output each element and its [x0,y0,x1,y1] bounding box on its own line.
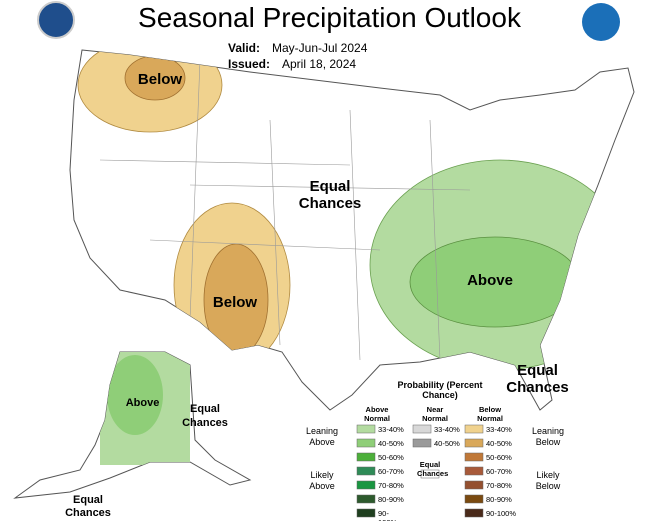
legend-bin: 33-40% [378,425,404,434]
legend-equal: Equal Chances [417,460,449,478]
legend-column: Near Normal [422,405,448,423]
legend-swatch [464,438,484,448]
legend-swatch [356,438,376,448]
legend-bin: 40-50% [378,439,404,448]
issued-label: Issued: [228,57,271,71]
legend-swatch [464,494,484,504]
us-map [69,49,635,411]
map-label: Above [467,272,513,289]
legend-swatch [464,452,484,462]
issued: April 18, 2024 [282,57,357,71]
valid-label: Valid: [228,41,261,55]
legend-side: Likely Above [309,470,335,491]
legend-swatch [420,469,440,479]
legend-bin: 70-80% [378,481,404,490]
map-label: Below [137,71,183,88]
legend-bin: 60-70% [486,467,512,476]
alaska-map [13,351,252,499]
legend-swatch [356,452,376,462]
valid: May-Jun-Jul 2024 [272,41,368,55]
map-label: Below [212,294,258,311]
legend-bin: 33-40% [486,425,512,434]
legend-column: Below Normal [477,405,503,423]
map-label: Equal Chances [298,178,362,212]
legend-bin: 80-90% [486,495,512,504]
legend-bin: 80-90% [378,495,404,504]
legend [356,424,484,518]
legend-bin: 50-60% [378,453,404,462]
doc-logo [37,1,75,39]
legend-bin: 70-80% [486,481,512,490]
legend-bin: 40-50% [434,439,460,448]
noaa-logo [582,3,620,41]
title: Seasonal Precipitation Outlook [138,2,521,33]
legend-side: Leaning Above [305,426,339,447]
legend-side: Likely Below [535,470,561,491]
legend-bin: 33-40% [434,425,460,434]
legend-swatch [356,424,376,434]
legend-bin: 90-100% [378,509,397,521]
legend-swatch [356,494,376,504]
map-label: Above [125,397,160,409]
legend-side: Leaning Below [531,426,565,447]
legend-bin: 60-70% [378,467,404,476]
map-label: Equal Chances [506,362,569,396]
legend-swatch [412,424,432,434]
legend-swatch [356,480,376,490]
legend-swatch [464,424,484,434]
legend-swatch [356,466,376,476]
legend-bin: 50-60% [486,453,512,462]
legend-swatch [356,508,376,518]
map-label: Equal Chances [65,494,111,519]
legend-bin: 90-100% [486,509,517,518]
legend-column: Above Normal [364,405,390,423]
legend-bin: 40-50% [486,439,512,448]
legend-swatch [464,508,484,518]
legend-swatch [412,438,432,448]
legend-swatch [464,480,484,490]
map-label: Equal Chances [182,403,228,429]
legend-title: Probability (Percent Chance) [397,380,483,400]
legend-swatch [464,466,484,476]
